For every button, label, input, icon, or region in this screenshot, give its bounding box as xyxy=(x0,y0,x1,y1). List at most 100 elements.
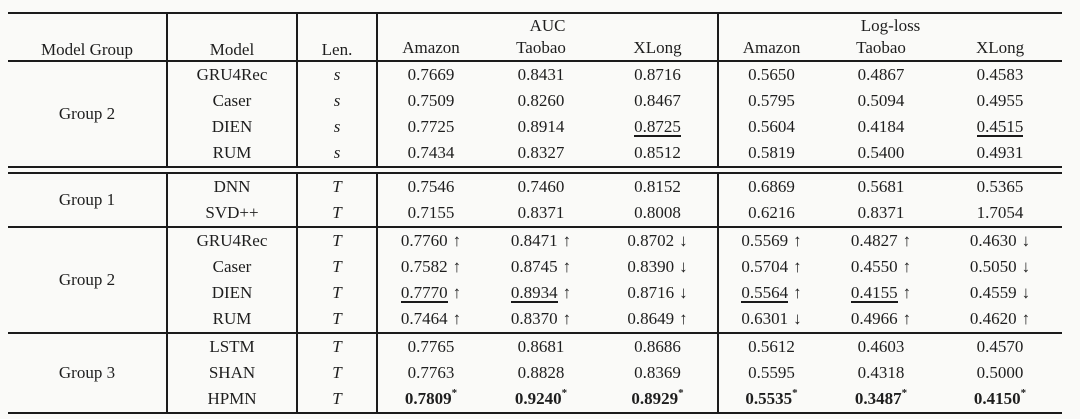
metric-value: 0.5650 xyxy=(748,65,795,84)
metric-value: 0.6301 xyxy=(741,309,789,328)
logloss-value: 0.4550 ↑ xyxy=(824,254,938,280)
model-name: GRU4Rec xyxy=(167,61,298,88)
up-arrow-icon: ↑ xyxy=(562,283,572,302)
logloss-value: 0.4515 xyxy=(938,114,1062,140)
logloss-value: 0.4867 xyxy=(824,61,938,88)
auc-value: 0.7765 xyxy=(377,333,484,360)
sequence-length: T xyxy=(297,333,378,360)
metric-value: 0.5569 xyxy=(741,231,789,250)
sequence-length: T xyxy=(297,254,378,280)
metric-value: 0.7760 xyxy=(400,231,448,250)
header-auc-taobao: Taobao xyxy=(484,36,598,62)
metric-value: 0.4603 xyxy=(857,337,905,356)
logloss-value: 0.4559 ↓ xyxy=(938,280,1062,306)
metric-value: 0.4931 xyxy=(976,143,1024,162)
table-row: Group 2 GRU4Rec s 0.7669 0.8431 0.8716 0.5650 0… xyxy=(8,61,1062,168)
up-arrow-icon: ↑ xyxy=(452,309,462,328)
metric-value: 0.8327 xyxy=(517,143,565,162)
metric-value: 0.8681 xyxy=(517,337,565,356)
metric-value: 0.8471 xyxy=(510,231,558,250)
sequence-length: T xyxy=(297,360,378,386)
metric-value: 0.8512 xyxy=(634,143,681,162)
auc-value: 0.8702 ↓ xyxy=(598,227,720,254)
logloss-value: 0.4583 xyxy=(938,61,1062,88)
logloss-value: 0.5094 xyxy=(824,88,938,114)
metric-value: 0.7582 xyxy=(400,257,448,276)
up-arrow-icon: ↑ xyxy=(679,309,688,328)
metric-value: 0.8934 xyxy=(510,283,558,303)
auc-value: 0.8725 xyxy=(598,114,720,140)
logloss-value: 0.4827 ↑ xyxy=(824,227,938,254)
metric-value: 0.5000 xyxy=(976,363,1024,382)
metric-value: 0.7770 xyxy=(400,283,448,303)
sequence-length: s xyxy=(297,88,378,114)
auc-value: 0.7434 xyxy=(377,140,484,168)
auc-value: 0.7546 xyxy=(377,173,484,200)
metric-value: 0.8008 xyxy=(634,203,681,222)
metric-value: 0.8152 xyxy=(634,177,681,196)
logloss-value: 0.4966 ↑ xyxy=(824,306,939,334)
logloss-value: 0.5400 xyxy=(824,140,939,168)
metric-value: 0.8369 xyxy=(634,363,681,382)
metric-value: 0.8371 xyxy=(517,203,565,222)
significance-star: * xyxy=(1020,387,1027,400)
table-row: Caser s 0.7509 0.8260 0.8467 0.5795 0.5094 0.49… xyxy=(8,88,1062,114)
down-arrow-icon: ↓ xyxy=(679,231,688,250)
metric-value: 0.8649 xyxy=(627,309,675,328)
down-arrow-icon: ↓ xyxy=(679,283,688,302)
metric-value: 0.8467 xyxy=(634,91,681,110)
significance-star: * xyxy=(678,387,684,400)
sequence-length: s xyxy=(297,61,378,88)
metric-value: 0.7464 xyxy=(400,309,448,328)
down-arrow-icon: ↓ xyxy=(1021,283,1031,302)
auc-value: 0.7464 ↑ xyxy=(377,306,484,334)
metric-value: 0.3487 xyxy=(854,389,902,408)
header-auc: AUC xyxy=(377,12,720,36)
logloss-value: 0.5819 xyxy=(718,140,825,168)
metric-value: 0.4620 xyxy=(969,309,1017,328)
metric-value: 0.4550 xyxy=(850,257,898,276)
up-arrow-icon: ↑ xyxy=(793,231,802,250)
up-arrow-icon: ↑ xyxy=(902,283,912,302)
logloss-value: 0.6869 xyxy=(718,173,824,200)
auc-value: 0.8745 ↑ xyxy=(484,254,598,280)
metric-value: 0.4827 xyxy=(850,231,898,250)
table-row: Group 3 LSTM T 0.7765 0.8681 0.8686 0.5612 0.46… xyxy=(8,333,1062,414)
up-arrow-icon: ↑ xyxy=(452,283,462,302)
logloss-value: 0.5612 xyxy=(718,333,824,360)
metric-value: 0.5094 xyxy=(857,91,905,110)
table-row: RUM T 0.7464 ↑ 0.8370 ↑ 0.8649 ↑ 0.6301 ↓ 0.4966 ↑ 0… xyxy=(8,306,1063,334)
model-name: GRU4Rec xyxy=(167,227,298,254)
auc-value: 0.7725 xyxy=(377,114,484,140)
logloss-value: 0.6301 ↓ xyxy=(718,306,825,334)
logloss-value: 0.5795 xyxy=(718,88,824,114)
logloss-value: 0.5535* xyxy=(718,386,825,414)
model-name: HPMN xyxy=(167,386,298,414)
logloss-value: 0.5569 ↑ xyxy=(718,227,824,254)
auc-value: 0.8929* xyxy=(598,386,720,414)
model-name: DIEN xyxy=(167,280,298,306)
auc-value: 0.8716 xyxy=(598,61,720,88)
metric-value: 0.5595 xyxy=(748,363,795,382)
auc-value: 0.8716 ↓ xyxy=(598,280,720,306)
up-arrow-icon: ↑ xyxy=(562,231,572,250)
auc-value: 0.8369 xyxy=(598,360,720,386)
down-arrow-icon: ↓ xyxy=(1021,257,1031,276)
header-model: Model xyxy=(167,12,298,62)
significance-star: * xyxy=(901,387,908,400)
metric-value: 0.6216 xyxy=(748,203,795,222)
metric-value: 0.7460 xyxy=(517,177,565,196)
metric-value: 0.4155 xyxy=(850,283,898,303)
metric-value: 0.8929 xyxy=(631,389,679,408)
header-logloss: Log-loss xyxy=(718,12,1063,36)
group-label: Group 2 xyxy=(8,227,168,334)
auc-value: 0.8431 xyxy=(484,61,598,88)
group-label: Group 3 xyxy=(8,333,168,414)
table-row: Group 2 GRU4Rec T 0.7760 ↑ 0.8471 ↑ 0.8702 ↓ 0.55… xyxy=(8,227,1062,334)
metric-value: 0.4559 xyxy=(969,283,1017,302)
auc-value: 0.7770 ↑ xyxy=(377,280,484,306)
auc-value: 0.8327 xyxy=(484,140,598,168)
metric-value: 0.8828 xyxy=(517,363,565,382)
metric-value: 0.7509 xyxy=(407,91,455,110)
auc-value: 0.7460 xyxy=(484,173,598,200)
